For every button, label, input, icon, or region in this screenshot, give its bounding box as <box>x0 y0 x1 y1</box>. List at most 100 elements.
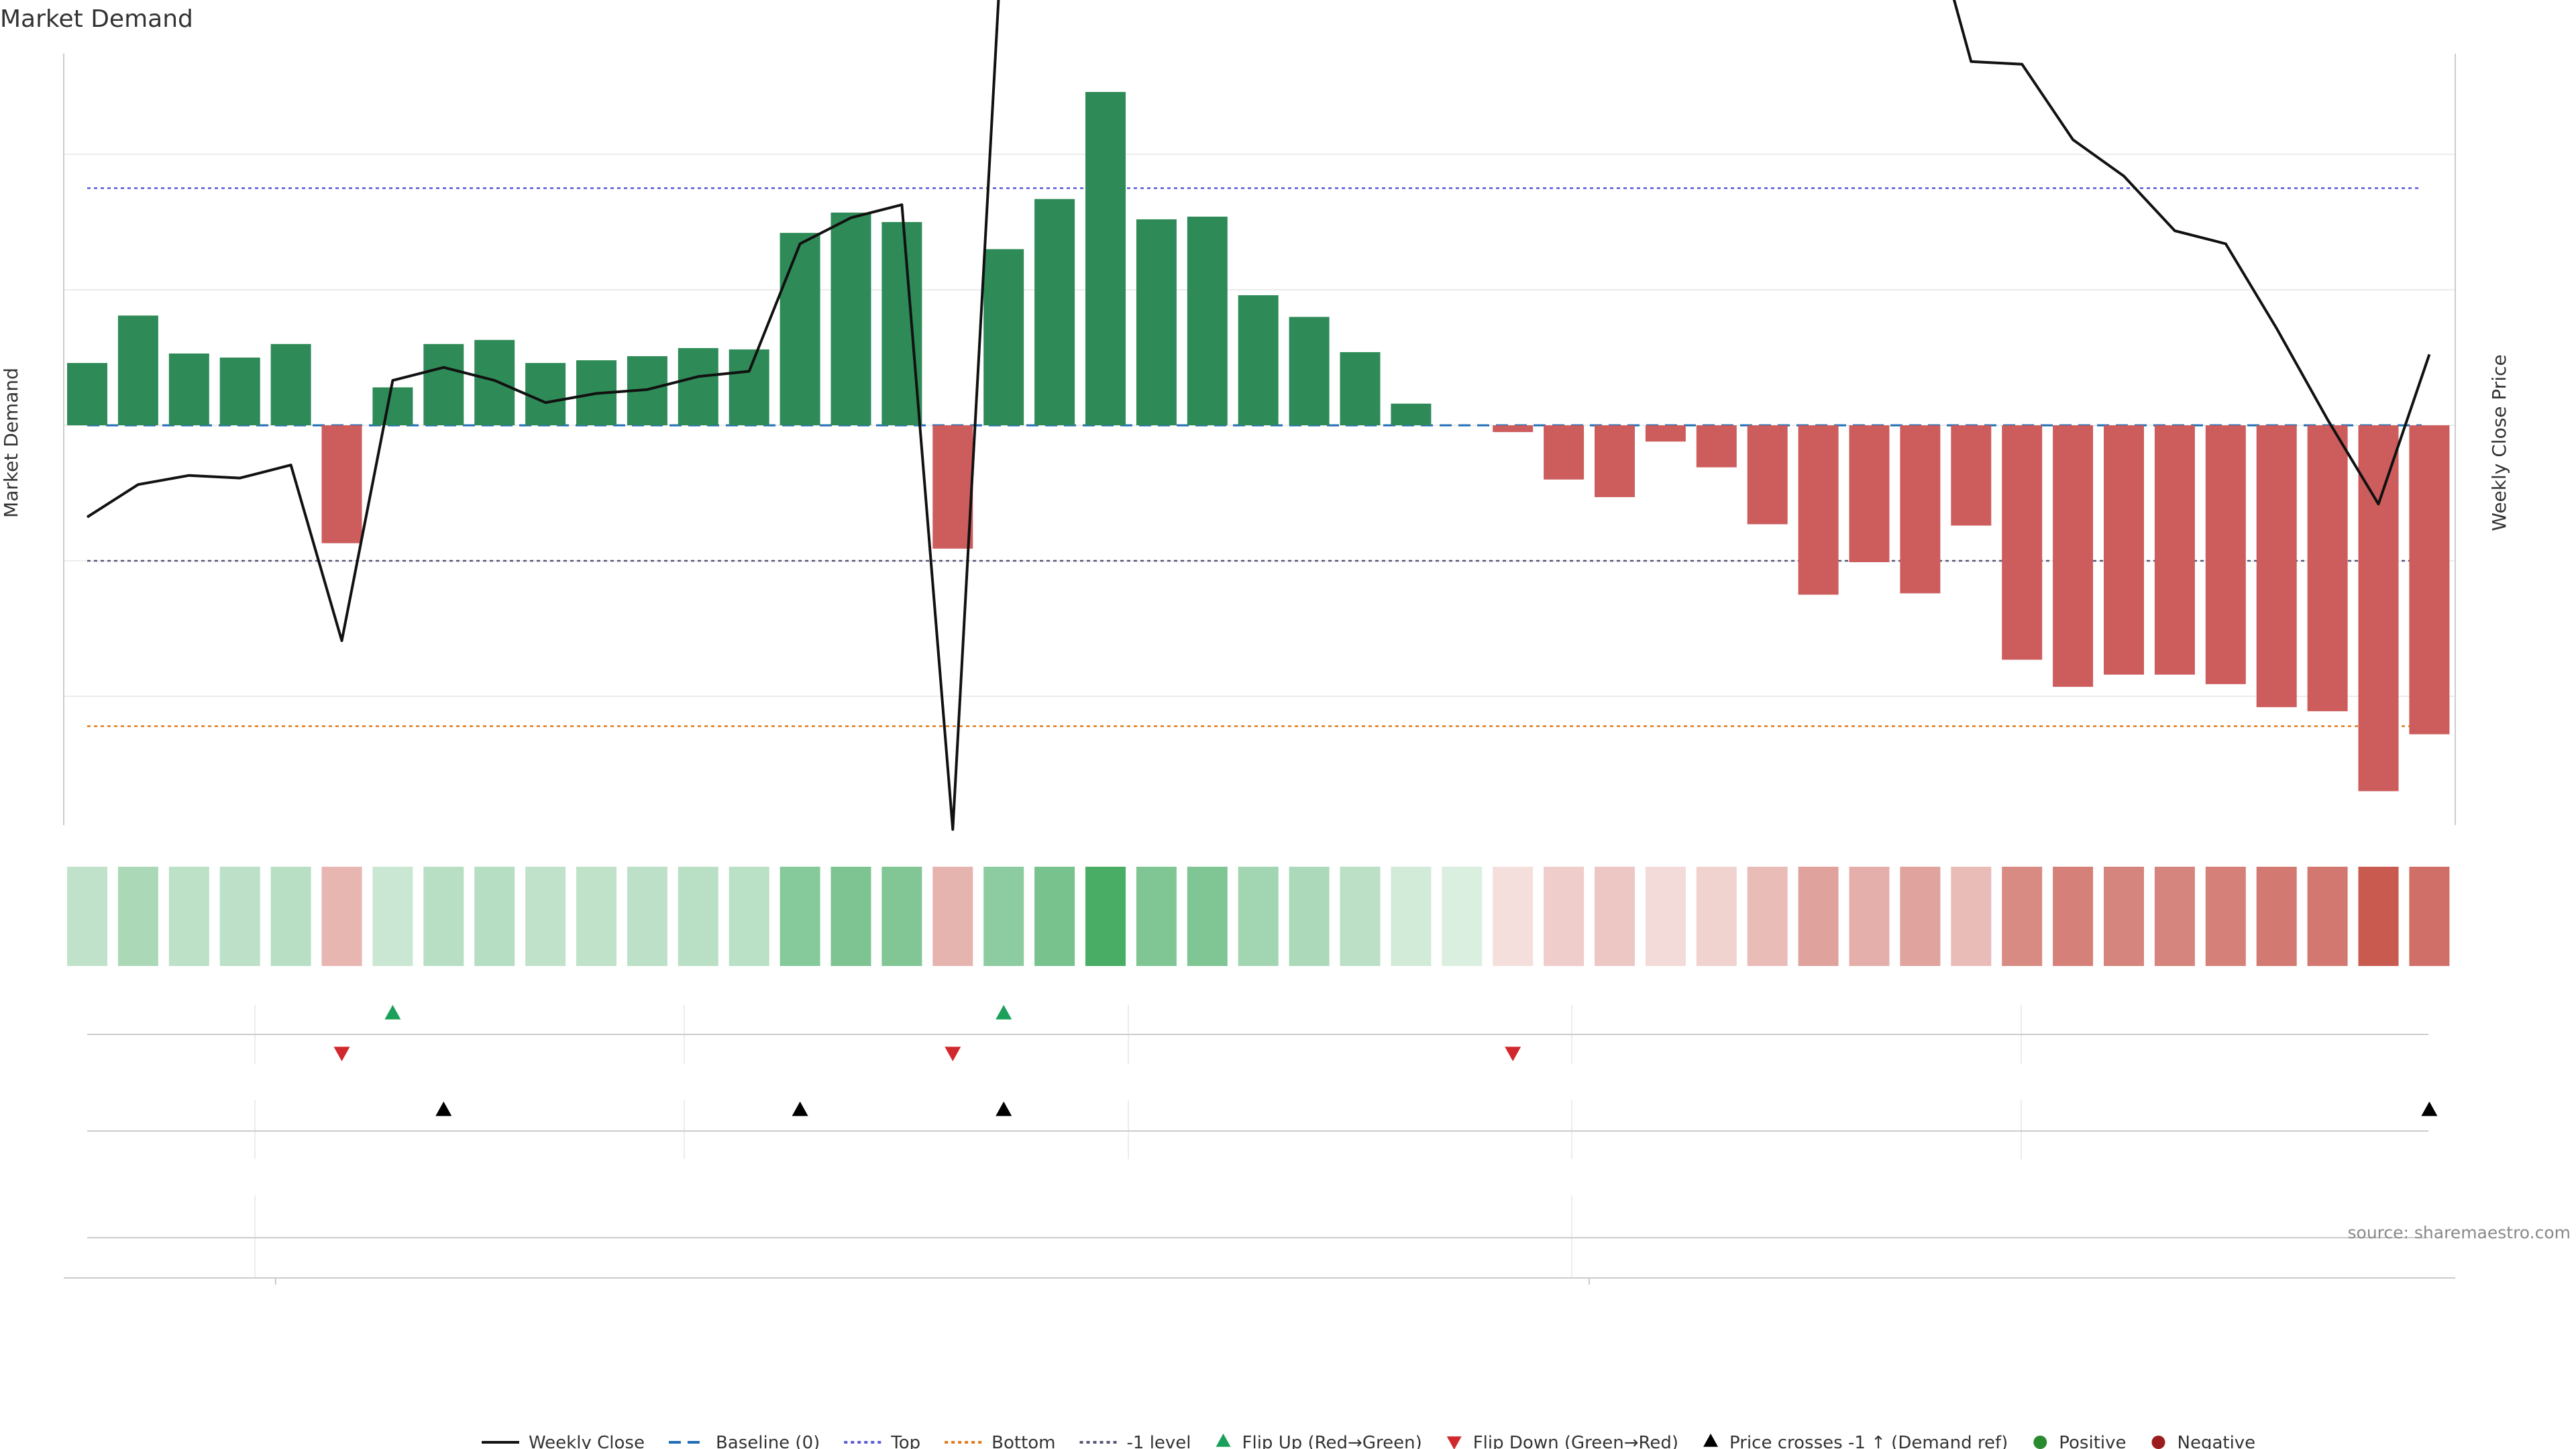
demand-bar <box>1595 425 1635 498</box>
x-axis <box>64 1277 2455 1285</box>
heat-cell <box>1187 867 1228 966</box>
heat-cell <box>576 867 616 966</box>
demand-bar <box>321 425 362 543</box>
y-axis-label: Market Demand <box>0 368 22 518</box>
heat-cell <box>1340 867 1381 966</box>
legend-label: Weekly Close <box>529 1433 645 1449</box>
heat-cell <box>2358 867 2399 966</box>
heat-cell <box>780 867 820 966</box>
heat-cell <box>474 867 515 966</box>
heat-cell <box>321 867 362 966</box>
heat-cell <box>1544 867 1585 966</box>
legend-item-weekly_close: Weekly Close <box>482 1433 645 1449</box>
heat-cell <box>1900 867 1941 966</box>
demand-bar <box>67 363 107 425</box>
heat-cell <box>1696 867 1737 966</box>
legend-item-baseline: Baseline (0) <box>668 1433 820 1449</box>
price-cross-marker <box>435 1102 452 1116</box>
demand-bar <box>1696 425 1737 468</box>
heat-cell <box>2307 867 2348 966</box>
heat-cell <box>2053 867 2094 966</box>
legend: Weekly Close Baseline (0) Top Bottom -1 leve… <box>482 1433 2255 1449</box>
event-marker-rows <box>87 1005 2438 1278</box>
demand-bar <box>678 347 718 425</box>
legend-item-positive: Positive <box>2033 1433 2127 1449</box>
heat-cell <box>1493 867 1534 966</box>
heat-cell <box>729 867 769 966</box>
weekly-close-line <box>86 0 2431 831</box>
flip-down-marker <box>333 1046 350 1061</box>
demand-bar <box>168 353 209 425</box>
heat-cell <box>1645 867 1686 966</box>
demand-bar <box>2256 425 2297 708</box>
heat-cell <box>2154 867 2195 966</box>
demand-bar <box>1136 219 1177 425</box>
legend-label: Price crosses -1 ↑ (Demand ref) <box>1729 1433 2008 1449</box>
flip-down-marker <box>945 1046 961 1061</box>
demand-bar <box>2053 425 2094 687</box>
demand-bar <box>2104 425 2144 675</box>
demand-bar <box>932 425 973 549</box>
legend-label: -1 level <box>1127 1433 1191 1449</box>
demand-bar <box>780 233 820 425</box>
heat-cell <box>1442 867 1483 966</box>
demand-bar <box>1187 216 1228 425</box>
demand-bar <box>983 249 1024 425</box>
positive-legend-swatch <box>2033 1436 2047 1449</box>
demand-bar <box>1238 295 1279 425</box>
heat-cell <box>270 867 311 966</box>
demand-bar <box>525 363 566 425</box>
heat-cell <box>168 867 209 966</box>
demand-bar <box>117 315 158 425</box>
legend-label: Bottom <box>991 1433 1055 1449</box>
heat-cell <box>525 867 566 966</box>
demand-bar <box>1289 317 1330 425</box>
heat-cell <box>2409 867 2450 966</box>
demand-bar <box>2002 425 2043 660</box>
heat-cell <box>881 867 922 966</box>
heat-cell <box>1595 867 1635 966</box>
heat-cell <box>1238 867 1279 966</box>
legend-item-flip_down: Flip Down (Green→Red) <box>1446 1433 1678 1449</box>
heat-cell <box>2002 867 2043 966</box>
price-cross-marker <box>996 1102 1012 1116</box>
demand-bar <box>1900 425 1941 594</box>
legend-label: Negative <box>2178 1433 2256 1449</box>
heat-cell <box>1289 867 1330 966</box>
heat-cell <box>219 867 260 966</box>
legend-label: Positive <box>2059 1433 2126 1449</box>
legend-label: Baseline (0) <box>716 1433 820 1449</box>
axes <box>63 54 2456 825</box>
demand-bar <box>2307 425 2348 712</box>
demand-bar <box>1645 425 1686 442</box>
heat-cell <box>1951 867 1992 966</box>
flip-up-marker <box>384 1005 401 1020</box>
demand-bars <box>67 92 2450 792</box>
demand-bar <box>2358 425 2399 792</box>
heat-cell <box>67 867 107 966</box>
demand-bar <box>423 343 464 425</box>
demand-bar <box>270 343 311 425</box>
demand-heat-strip <box>67 867 2450 966</box>
demand-bar <box>830 212 871 425</box>
demand-bar <box>1085 92 1126 425</box>
heat-cell <box>2205 867 2246 966</box>
negative-legend-swatch <box>2151 1436 2165 1449</box>
legend-item-bottom: Bottom <box>945 1433 1056 1449</box>
flip-up-marker <box>996 1005 1012 1020</box>
heat-cell <box>1391 867 1432 966</box>
price-cross-marker <box>2421 1102 2438 1116</box>
flip-down-marker <box>1505 1046 1521 1061</box>
heat-cell <box>2256 867 2297 966</box>
demand-bar <box>1951 425 1992 526</box>
weekly-close-series <box>86 0 2431 831</box>
demand-bar <box>1747 425 1788 525</box>
heat-cell <box>983 867 1024 966</box>
heat-cell <box>1034 867 1075 966</box>
legend-label: Top <box>890 1433 920 1449</box>
heat-cell <box>1136 867 1177 966</box>
legend-item-top: Top <box>844 1433 920 1449</box>
demand-bar <box>1493 425 1534 433</box>
heat-cell <box>1849 867 1890 966</box>
